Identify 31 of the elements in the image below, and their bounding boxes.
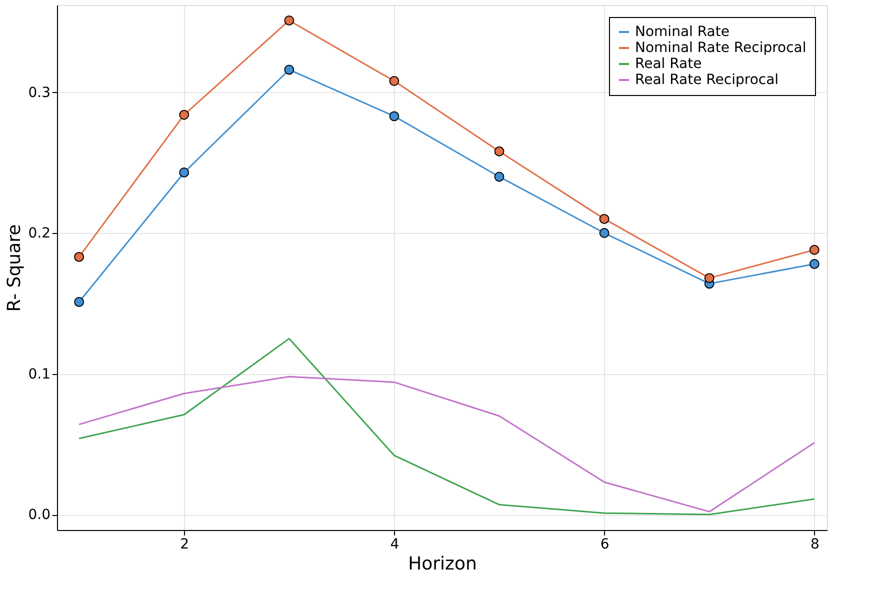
legend-label: Nominal Rate Reciprocal <box>635 40 806 56</box>
line-series <box>78 376 816 512</box>
legend-label: Nominal Rate <box>635 24 730 40</box>
point <box>284 64 294 75</box>
y-tick-label: 0.0 <box>28 507 50 524</box>
point <box>809 244 820 255</box>
legend-label: Real Rate Reciprocal <box>635 72 779 88</box>
x-tick-label: 6 <box>600 536 610 552</box>
y-tick-label: 0.1 <box>28 366 50 382</box>
legend-label: Real Rate <box>635 56 702 72</box>
point <box>494 172 504 182</box>
point <box>389 111 400 122</box>
y-tick-label: 0.2 <box>28 226 50 242</box>
point <box>494 146 504 156</box>
line-series <box>78 338 816 516</box>
point <box>284 16 294 26</box>
y-axis-title: R- Square <box>4 224 26 312</box>
y-tick-label: 0.3 <box>28 84 50 101</box>
point <box>704 273 714 284</box>
point <box>179 168 190 178</box>
point <box>809 259 820 269</box>
point <box>389 76 400 86</box>
point <box>74 297 84 307</box>
x-axis-title: Horizon <box>408 554 477 574</box>
x-tick-label: 2 <box>180 536 190 552</box>
x-tick-label: 8 <box>810 536 820 552</box>
point <box>179 110 190 120</box>
point <box>74 252 84 262</box>
x-tick-label: 4 <box>390 536 400 552</box>
point <box>599 228 610 238</box>
point <box>599 214 610 224</box>
